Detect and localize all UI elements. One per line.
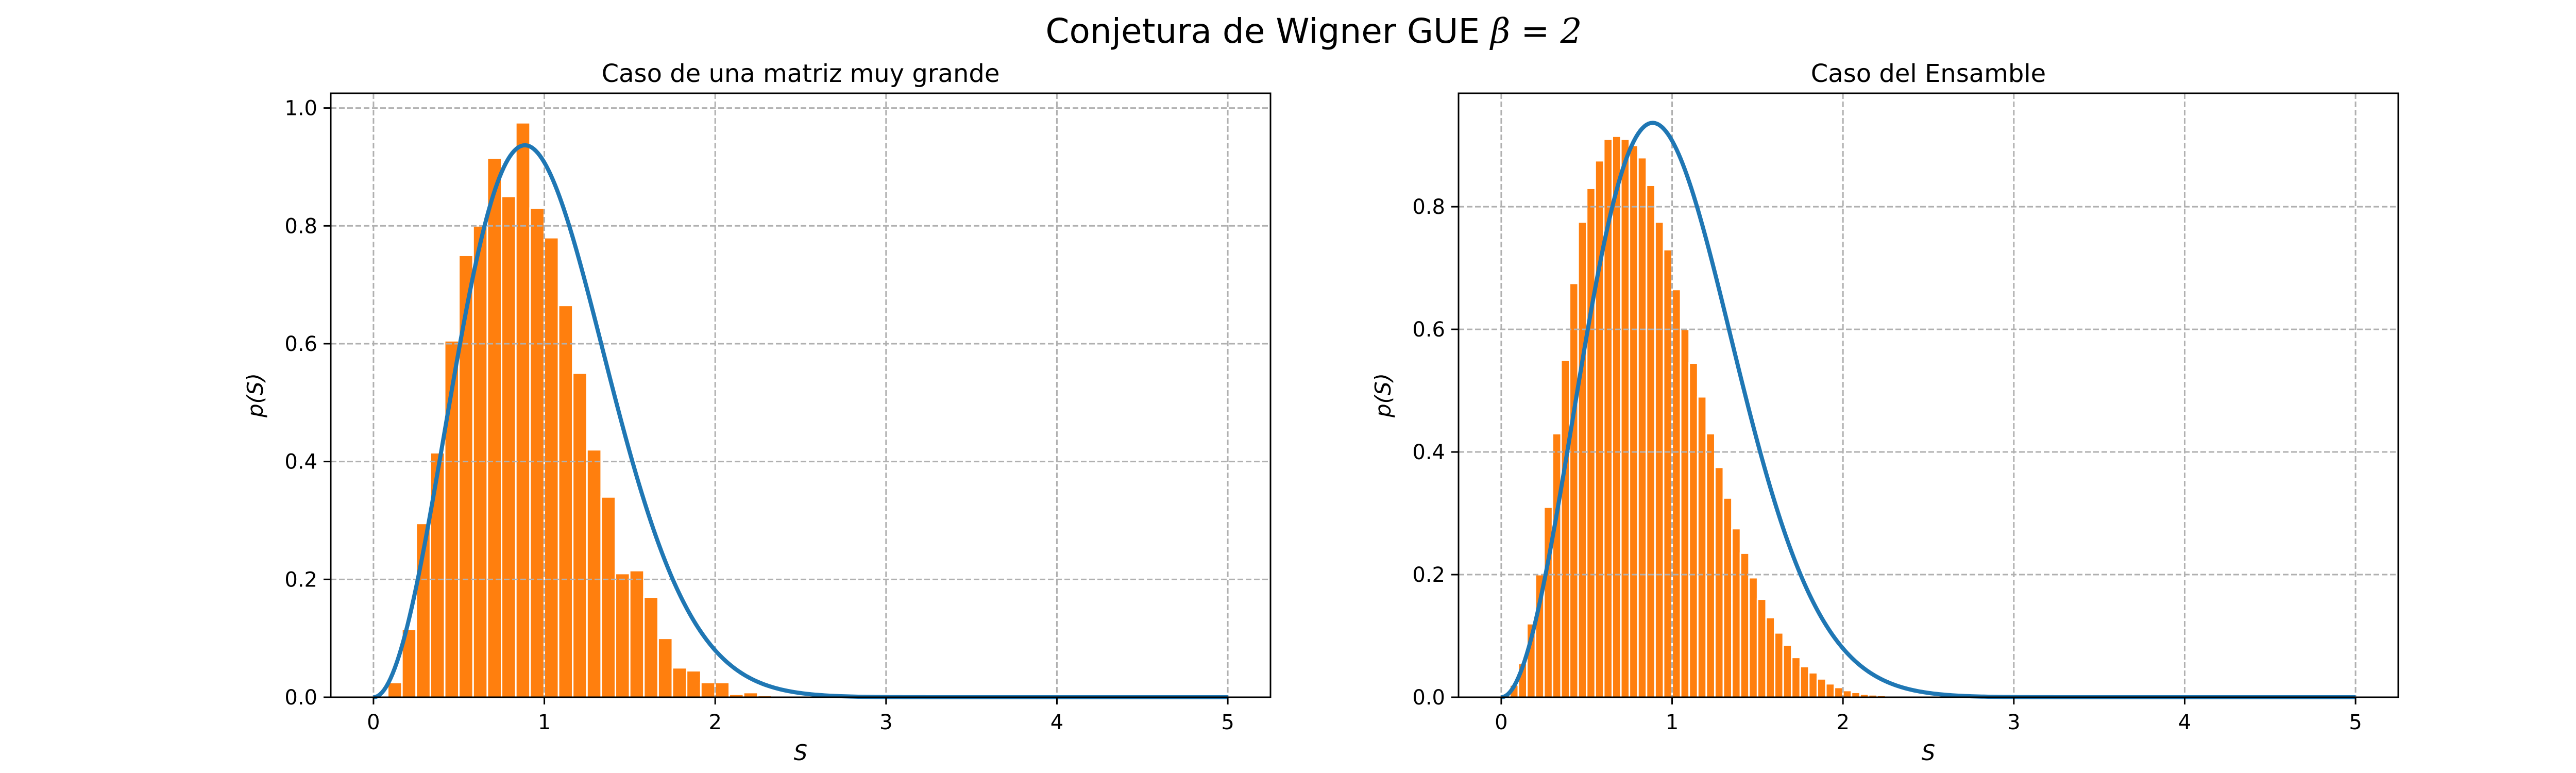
- histogram-bar: [1697, 396, 1707, 698]
- y-tick-label: 1.0: [284, 97, 317, 121]
- histogram-bar: [1782, 644, 1793, 698]
- histogram-bar: [1714, 466, 1724, 698]
- histogram-bar: [629, 569, 645, 698]
- x-tick-label: 0: [367, 711, 380, 734]
- histogram-bar: [1637, 157, 1648, 698]
- histogram-bar: [686, 670, 702, 698]
- histogram-bar: [586, 449, 602, 698]
- histogram-bar: [1825, 683, 1836, 698]
- histogram-bar: [1688, 362, 1699, 698]
- histogram-bar: [515, 122, 531, 698]
- x-tick-label: 1: [1666, 711, 1679, 734]
- histogram-bar: [1654, 221, 1665, 698]
- y-tick-label: 0.0: [1412, 686, 1445, 710]
- chart-1: 0 1 2 3 4 5 0.0 0.2 0.4 0.6 0.8 1.0 Caso de una matr…: [243, 59, 1272, 765]
- histogram-bar: [1834, 686, 1844, 698]
- histogram-bar: [1722, 497, 1733, 698]
- histogram-bar: [1663, 248, 1673, 698]
- x-tick-label: 4: [2178, 711, 2191, 734]
- chart-2: 0 1 2 3 4 5 0.0 0.2 0.4 0.6 0.8 Caso del Ensamble Sp…: [1370, 59, 2399, 765]
- y-tick-label: 0.6: [1412, 318, 1445, 342]
- x-tick-label: 3: [2007, 711, 2020, 734]
- chart-title: Caso del Ensamble: [1811, 59, 2046, 88]
- y-tick-label: 0.2: [284, 568, 317, 592]
- histogram-bar: [600, 496, 617, 698]
- histogram-bar: [557, 305, 574, 698]
- y-tick-label: 0.4: [284, 450, 317, 474]
- y-tick-label: 0.4: [1412, 441, 1445, 464]
- axes-frame: [330, 92, 1272, 698]
- histogram-bar: [529, 207, 545, 698]
- x-tick-label: 3: [879, 711, 892, 734]
- histogram-bar: [714, 681, 731, 698]
- histogram-bar: [1577, 221, 1588, 698]
- y-tick-label: 0.2: [1412, 563, 1445, 587]
- histogram-bar: [1731, 528, 1741, 698]
- histogram-bar: [1799, 666, 1810, 698]
- histogram-bar: [1816, 678, 1827, 698]
- histogram-bar: [1680, 328, 1690, 698]
- histogram-bar: [1560, 359, 1571, 698]
- x-tick-label: 2: [1836, 711, 1849, 734]
- histogram-bar: [1765, 616, 1776, 698]
- histogram-bar: [657, 637, 673, 698]
- histogram-bar: [1620, 138, 1631, 698]
- histogram-bar: [1842, 690, 1853, 698]
- histogram-bar: [1551, 432, 1562, 698]
- histogram-bar: [700, 681, 716, 698]
- y-tick-label: 0.0: [284, 686, 317, 710]
- histogram-bar: [1705, 432, 1716, 698]
- x-tick-label: 4: [1050, 711, 1063, 734]
- histogram-bar: [615, 573, 631, 698]
- x-tick-label: 2: [708, 711, 721, 734]
- histogram-bar: [1791, 657, 1801, 698]
- histogram-bar: [1808, 671, 1818, 698]
- x-tick-label: 0: [1495, 711, 1507, 734]
- chart-title: Caso de una matriz muy grande: [602, 59, 1000, 88]
- histogram-bar: [387, 681, 403, 698]
- histogram-bar: [501, 195, 517, 698]
- y-tick-label: 0.6: [284, 332, 317, 356]
- figure-title: Conjetura de Wigner GUE β = 2: [0, 11, 2576, 51]
- histogram-bar: [1774, 632, 1784, 698]
- y-tick-label: 0.8: [284, 214, 317, 238]
- x-axis-label: S: [1922, 740, 1936, 765]
- histogram-bar: [486, 157, 503, 698]
- y-tick-label: 0.8: [1412, 195, 1445, 219]
- x-tick-label: 1: [538, 711, 551, 734]
- histogram-bar: [543, 237, 560, 698]
- histogram-bar: [1586, 187, 1596, 698]
- axes-frame: [1458, 92, 2399, 698]
- histogram-bar: [1671, 289, 1682, 698]
- histogram-bar: [643, 596, 659, 698]
- x-tick-label: 5: [2349, 711, 2362, 734]
- y-axis-label: p(S): [1370, 373, 1396, 418]
- x-tick-label: 5: [1221, 711, 1234, 734]
- histogram-bar: [1756, 598, 1767, 698]
- histogram-bar: [572, 372, 588, 698]
- figure-title-math: β = 2: [1490, 11, 1582, 51]
- histogram-bar: [1611, 135, 1622, 698]
- y-axis-label: p(S): [243, 373, 268, 418]
- x-axis-label: S: [794, 740, 808, 765]
- histogram-bar: [1629, 144, 1639, 698]
- histogram-bar: [1646, 184, 1656, 698]
- histogram-bar: [1748, 577, 1758, 698]
- figure-title-text: Conjetura de Wigner GUE: [1045, 11, 1491, 51]
- histogram-bar: [671, 667, 688, 698]
- histogram-bar: [1569, 282, 1579, 698]
